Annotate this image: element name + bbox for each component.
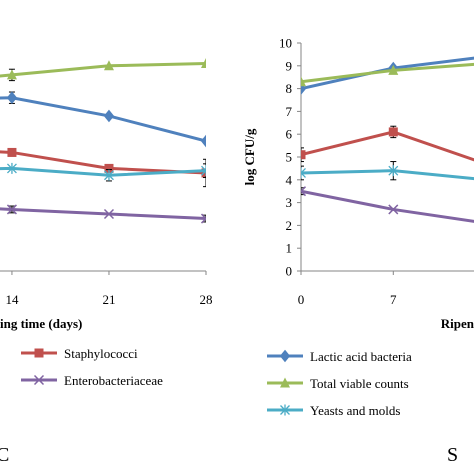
y-tick-label: 8: [286, 81, 293, 96]
data-point: [7, 147, 17, 157]
data-point: [6, 204, 17, 215]
series-line: [0, 62, 206, 78]
data-point: [301, 167, 306, 179]
data-point: [200, 213, 206, 224]
right-legend: Lactic acid bacteria Total viable counts Y…: [267, 349, 412, 418]
error-bar: [203, 214, 206, 223]
y-tick-label: 10: [279, 36, 292, 51]
y-tick-label: 2: [286, 218, 293, 233]
y-tick-label: 1: [286, 241, 293, 256]
data-point: [104, 163, 114, 173]
data-point: [103, 60, 114, 71]
legend-item: Enterobacteriaceae: [21, 373, 163, 388]
data-point: [201, 165, 206, 177]
data-point: [201, 58, 206, 69]
data-point: [6, 91, 18, 105]
x-tick-label: 21: [102, 292, 115, 307]
x-axis-title: ing time (days): [0, 316, 82, 331]
data-point: [388, 64, 399, 75]
y-tick-label: 6: [286, 127, 293, 142]
series-line: [301, 169, 474, 181]
legend-marker: [34, 348, 44, 358]
legend-label: Enterobacteriaceae: [64, 373, 163, 388]
legend-label: Yeasts and molds: [310, 403, 400, 418]
y-tick-label: 0: [286, 264, 293, 279]
error-bar: [301, 147, 304, 163]
y-axis-title: log CFU/g: [242, 128, 257, 185]
data-point: [6, 162, 17, 174]
error-bar: [301, 187, 304, 196]
data-point: [104, 169, 114, 181]
legend-item: Yeasts and molds: [267, 403, 400, 418]
series-line: [301, 130, 474, 162]
y-tick-label: 4: [286, 172, 293, 187]
panel-letter: C: [0, 444, 9, 466]
x-tick-label: 0: [298, 292, 305, 307]
left-chart-panel: 14 21 28 ing time (days) C: [0, 58, 213, 466]
series-line: [301, 62, 474, 84]
legend-marker: [280, 377, 290, 388]
error-bar: [203, 163, 206, 179]
y-tick-label: 3: [286, 195, 293, 210]
series-line: [0, 150, 206, 175]
data-point: [103, 208, 115, 220]
legend-item: Staphylococci: [21, 346, 138, 361]
series-line: [301, 189, 474, 223]
series-line: [0, 166, 206, 177]
x-tick-label: 14: [5, 292, 19, 307]
data-point: [200, 134, 206, 148]
data-point: [103, 109, 115, 123]
y-tick-label: 5: [286, 150, 293, 165]
y-tick-label: 9: [286, 58, 293, 73]
legend-label: Staphylococci: [64, 346, 138, 361]
data-point: [388, 165, 399, 177]
data-point: [388, 127, 398, 137]
legend-marker: [33, 374, 45, 386]
legend-label: Lactic acid bacteria: [310, 349, 412, 364]
legend-label: Total viable counts: [310, 376, 409, 391]
data-point: [388, 204, 399, 215]
error-bar: [301, 165, 304, 181]
data-point: [301, 186, 307, 197]
series-line: [0, 207, 206, 221]
x-tick-label: 28: [200, 292, 213, 307]
x-tick-label: 7: [390, 292, 397, 307]
legend-item: Lactic acid bacteria: [267, 349, 412, 364]
legend-marker: [280, 404, 290, 416]
error-bar: [203, 158, 206, 188]
data-point: [301, 76, 306, 87]
left-legend: Staphylococci Enterobacteriaceae: [21, 346, 163, 388]
data-point: [301, 150, 306, 160]
right-chart-panel: 0 1 2 3 4 5 6 7 8 9 10 0 7 Ripen log CFU/g S: [242, 36, 474, 466]
data-point: [6, 69, 17, 80]
series-line: [0, 96, 206, 143]
y-tick-label: 7: [286, 104, 293, 119]
panel-letter: S: [447, 444, 458, 466]
x-axis-title: Ripen: [441, 316, 474, 331]
legend-item: Total viable counts: [267, 376, 409, 391]
legend-marker: [279, 349, 291, 363]
series-line: [301, 56, 474, 91]
